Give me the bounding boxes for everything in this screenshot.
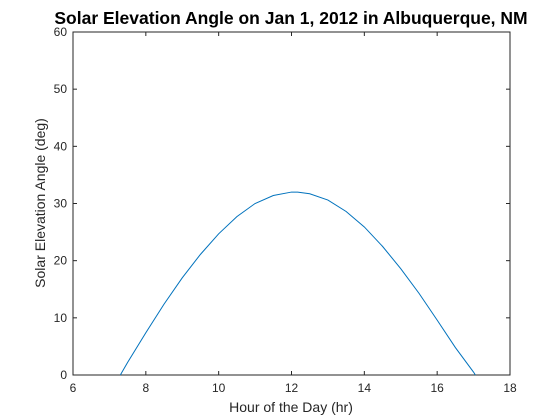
y-tick-label: 40 <box>54 139 68 153</box>
y-tick-label: 30 <box>54 197 68 211</box>
x-tick-label: 10 <box>212 381 226 395</box>
x-tick-label: 12 <box>285 381 299 395</box>
x-tick-label: 6 <box>70 381 77 395</box>
x-tick-label: 14 <box>358 381 372 395</box>
x-axis-ticks: 6 8 10 12 14 16 18 <box>70 32 517 395</box>
y-axis-ticks: 0 10 20 30 40 50 60 <box>54 25 510 382</box>
x-axis-label: Hour of the Day (hr) <box>229 399 353 415</box>
series-line <box>119 191 476 376</box>
y-axis-label: Solar Elevation Angle (deg) <box>32 118 48 288</box>
y-tick-label: 0 <box>60 368 67 382</box>
plot-area <box>72 31 511 376</box>
chart-title: Solar Elevation Angle on Jan 1, 2012 in … <box>54 8 527 28</box>
y-tick-label: 20 <box>54 254 68 268</box>
y-tick-label: 10 <box>54 311 68 325</box>
x-tick-label: 16 <box>430 381 444 395</box>
x-tick-label: 8 <box>142 381 149 395</box>
y-tick-label: 60 <box>54 25 68 39</box>
x-tick-label: 18 <box>503 381 517 395</box>
y-tick-label: 50 <box>54 82 68 96</box>
